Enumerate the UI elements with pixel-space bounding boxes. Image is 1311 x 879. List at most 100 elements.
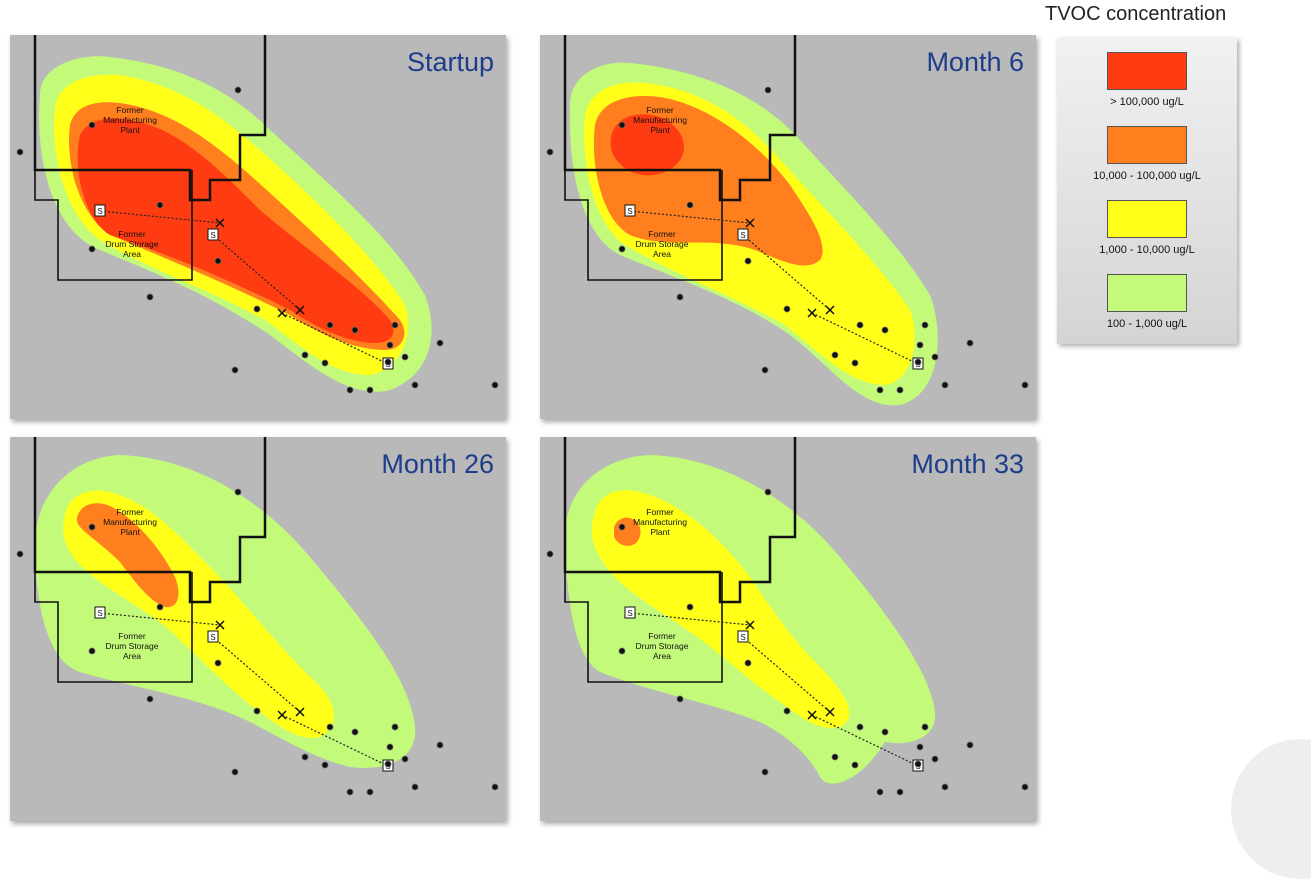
drum-storage-area-label: Former bbox=[648, 631, 676, 641]
legend-swatch bbox=[1107, 274, 1187, 312]
monitoring-well-marker bbox=[321, 761, 329, 769]
svg-text:S: S bbox=[627, 609, 632, 618]
monitoring-well-marker bbox=[1021, 783, 1029, 791]
monitoring-well-marker bbox=[764, 86, 772, 94]
monitoring-well-marker bbox=[401, 755, 409, 763]
monitoring-well-marker bbox=[88, 523, 96, 531]
legend-swatch bbox=[1107, 200, 1187, 238]
monitoring-well-marker bbox=[931, 353, 939, 361]
treatment-line bbox=[99, 210, 221, 224]
svg-text:S: S bbox=[97, 207, 102, 216]
plume-zone bbox=[76, 503, 179, 608]
legend-label: 100 - 1,000 ug/L bbox=[1106, 318, 1188, 330]
monitoring-well-marker bbox=[384, 760, 392, 768]
drum-storage-area-label: Area bbox=[123, 249, 141, 259]
monitoring-well-marker bbox=[831, 753, 839, 761]
monitoring-well-marker bbox=[966, 741, 974, 749]
monitoring-well-marker bbox=[931, 755, 939, 763]
monitoring-well-marker bbox=[916, 341, 924, 349]
drum-storage-boundary-line bbox=[564, 170, 723, 281]
drum-storage-area-label: Former bbox=[118, 229, 146, 239]
monitoring-well-marker bbox=[386, 341, 394, 349]
monitoring-well-marker bbox=[391, 321, 399, 329]
plant-area-label: Manufacturing bbox=[633, 115, 687, 125]
monitoring-well-marker bbox=[941, 783, 949, 791]
treatment-line bbox=[742, 234, 831, 311]
monitoring-well-marker bbox=[366, 788, 374, 796]
source-well-marker: S bbox=[94, 606, 106, 619]
plant-area-label: Manufacturing bbox=[633, 517, 687, 527]
site-map: SSSFormerManufacturingPlantFormerDrum St… bbox=[16, 35, 499, 394]
map-panel-month-26: SSSFormerManufacturingPlantFormerDrum St… bbox=[10, 437, 506, 821]
monitoring-well-marker bbox=[676, 293, 684, 301]
monitoring-well-marker bbox=[764, 488, 772, 496]
plant-area-label: Plant bbox=[120, 527, 140, 537]
monitoring-well-marker bbox=[156, 201, 164, 209]
monitoring-well-marker bbox=[386, 743, 394, 751]
monitoring-well-marker bbox=[321, 359, 329, 367]
plant-area-label: Manufacturing bbox=[103, 115, 157, 125]
treatment-line bbox=[212, 636, 301, 713]
drum-storage-area-label: Former bbox=[118, 631, 146, 641]
monitoring-well-marker bbox=[876, 386, 884, 394]
monitoring-well-marker bbox=[491, 381, 499, 389]
monitoring-well-marker bbox=[231, 768, 239, 776]
source-well-marker: S bbox=[207, 228, 219, 241]
monitoring-well-marker bbox=[88, 647, 96, 655]
monitoring-well-marker bbox=[88, 121, 96, 129]
map-panel-month-33: SSSFormerManufacturingPlantFormerDrum St… bbox=[540, 437, 1036, 821]
panel-title: Startup bbox=[406, 47, 494, 77]
plant-boundary-line bbox=[563, 35, 797, 202]
source-well-marker: S bbox=[737, 228, 749, 241]
injection-point-marker bbox=[825, 707, 835, 717]
treatment-line bbox=[629, 612, 751, 626]
monitoring-well-marker bbox=[916, 743, 924, 751]
injection-point-marker bbox=[745, 218, 755, 228]
monitoring-well-marker bbox=[966, 339, 974, 347]
monitoring-well-marker bbox=[686, 201, 694, 209]
monitoring-well-marker bbox=[783, 305, 791, 313]
drum-storage-boundary-line bbox=[564, 572, 723, 683]
site-map: SSSFormerManufacturingPlantFormerDrum St… bbox=[546, 437, 1029, 796]
plant-area-label: Former bbox=[646, 105, 674, 115]
monitoring-well-marker bbox=[881, 326, 889, 334]
monitoring-well-marker bbox=[546, 148, 554, 156]
monitoring-well-marker bbox=[326, 321, 334, 329]
monitoring-well-marker bbox=[618, 647, 626, 655]
monitoring-well-marker bbox=[921, 723, 929, 731]
monitoring-well-marker bbox=[326, 723, 334, 731]
source-well-marker: S bbox=[207, 630, 219, 643]
plant-area-label: Former bbox=[116, 105, 144, 115]
svg-text:S: S bbox=[627, 207, 632, 216]
monitoring-well-marker bbox=[384, 358, 392, 366]
monitoring-well-marker bbox=[411, 783, 419, 791]
plant-area-label: Plant bbox=[650, 125, 670, 135]
monitoring-well-marker bbox=[761, 366, 769, 374]
injection-point-marker bbox=[215, 218, 225, 228]
drum-storage-area-label: Drum Storage bbox=[636, 239, 689, 249]
injection-point-marker bbox=[295, 305, 305, 315]
panel-title: Month 6 bbox=[926, 47, 1024, 77]
monitoring-well-marker bbox=[1021, 381, 1029, 389]
drum-storage-area-label: Area bbox=[653, 249, 671, 259]
monitoring-well-marker bbox=[761, 768, 769, 776]
legend-swatch bbox=[1107, 52, 1187, 90]
svg-text:S: S bbox=[740, 231, 745, 240]
drum-storage-area-label: Drum Storage bbox=[636, 641, 689, 651]
monitoring-well-marker bbox=[88, 245, 96, 253]
monitoring-well-marker bbox=[16, 148, 24, 156]
monitoring-well-marker bbox=[921, 321, 929, 329]
svg-text:S: S bbox=[97, 609, 102, 618]
monitoring-well-marker bbox=[156, 603, 164, 611]
monitoring-well-marker bbox=[896, 788, 904, 796]
source-well-marker: S bbox=[624, 204, 636, 217]
monitoring-well-marker bbox=[301, 351, 309, 359]
monitoring-well-marker bbox=[744, 659, 752, 667]
monitoring-well-marker bbox=[876, 788, 884, 796]
monitoring-well-marker bbox=[436, 741, 444, 749]
monitoring-well-marker bbox=[783, 707, 791, 715]
monitoring-well-marker bbox=[391, 723, 399, 731]
monitoring-well-marker bbox=[914, 358, 922, 366]
drum-storage-area-label: Area bbox=[653, 651, 671, 661]
svg-text:S: S bbox=[210, 633, 215, 642]
